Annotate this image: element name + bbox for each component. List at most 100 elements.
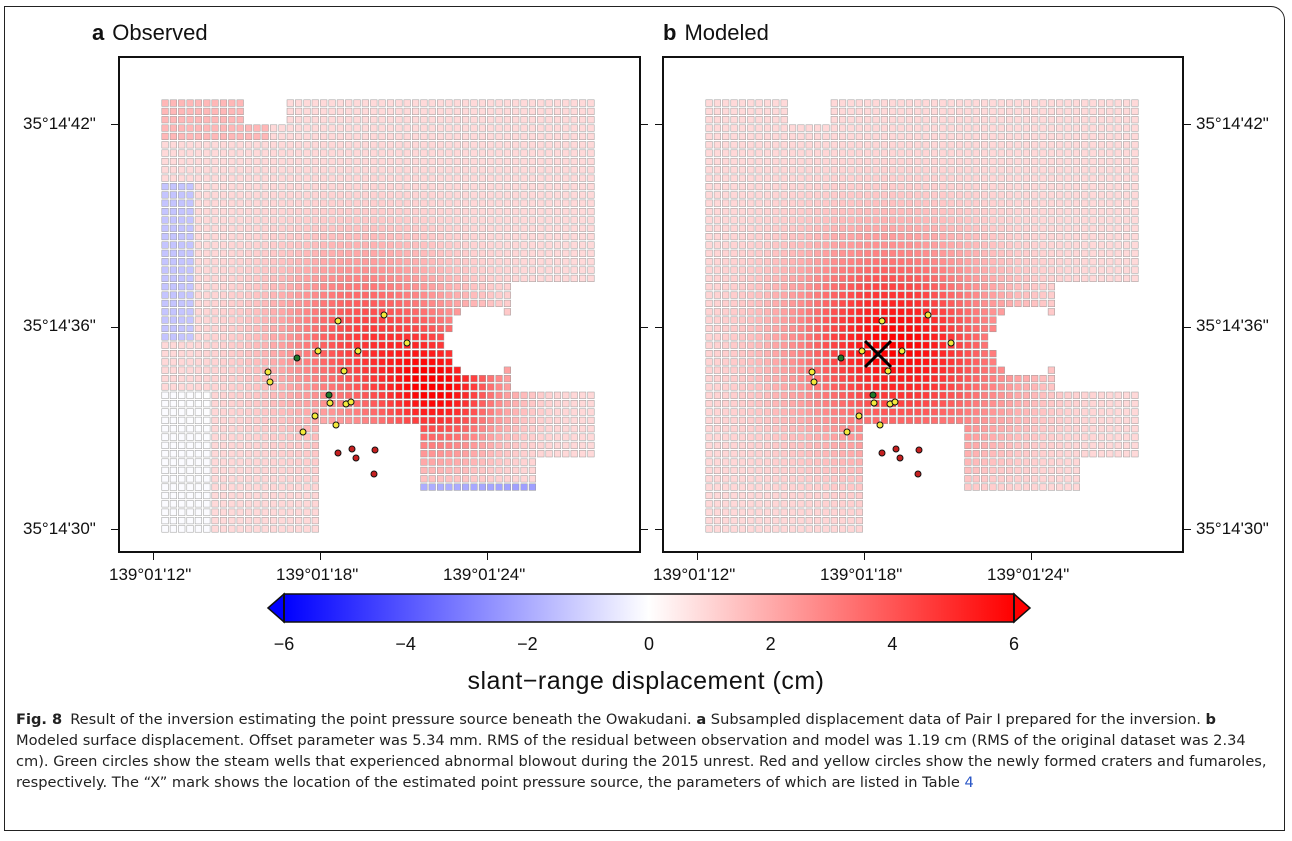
observed-pixel: [336, 375, 344, 383]
modeled-pixel: [705, 383, 713, 391]
observed-pixel: [194, 166, 202, 174]
observed-pixel: [245, 525, 253, 533]
modeled-pixel: [814, 400, 822, 408]
observed-pixel: [278, 425, 286, 433]
modeled-pixel: [1081, 441, 1089, 449]
observed-pixel: [161, 517, 169, 525]
modeled-pixel: [897, 199, 905, 207]
observed-pixel: [503, 441, 511, 449]
observed-pixel: [470, 107, 478, 115]
modeled-pixel: [956, 224, 964, 232]
modeled-pixel: [1123, 391, 1131, 399]
modeled-pixel: [922, 400, 930, 408]
observed-pixel: [386, 149, 395, 157]
observed-pixel: [587, 441, 595, 449]
observed-pixel: [236, 208, 244, 216]
modeled-pixel: [872, 333, 880, 341]
modeled-pixel: [1089, 233, 1097, 241]
observed-pixel: [236, 441, 244, 449]
observed-pixel: [194, 333, 202, 341]
modeled-pixel: [730, 141, 738, 149]
modeled-pixel: [1047, 141, 1055, 149]
modeled-pixel: [730, 383, 738, 391]
observed-pixel: [161, 258, 169, 266]
observed-pixel: [495, 475, 503, 483]
modeled-pixel: [1114, 450, 1122, 458]
modeled-pixel: [989, 324, 997, 333]
observed-pixel: [261, 291, 269, 299]
modeled-pixel: [997, 258, 1005, 266]
table-link[interactable]: 4: [964, 774, 974, 791]
observed-pixel: [428, 425, 436, 433]
observed-pixel: [437, 157, 445, 166]
observed-pixel: [169, 525, 177, 533]
modeled-pixel: [956, 258, 964, 266]
modeled-pixel: [922, 391, 930, 399]
modeled-pixel: [705, 491, 713, 500]
modeled-pixel: [730, 174, 738, 182]
modeled-pixel: [989, 141, 997, 149]
observed-pixel: [194, 341, 202, 349]
observed-pixel: [545, 400, 553, 408]
modeled-pixel: [897, 341, 905, 349]
modeled-pixel: [864, 216, 872, 224]
fumarole-marker: [858, 347, 866, 355]
observed-pixel: [345, 116, 353, 124]
modeled-pixel: [1123, 107, 1131, 115]
modeled-pixel: [713, 508, 721, 516]
modeled-pixel: [939, 191, 947, 199]
modeled-pixel: [956, 124, 964, 132]
observed-pixel: [537, 249, 545, 257]
fumarole-marker: [876, 421, 884, 429]
modeled-pixel: [839, 316, 847, 324]
modeled-pixel: [1039, 141, 1047, 149]
colorbar-tick-label: −2: [517, 634, 538, 654]
observed-pixel: [286, 157, 294, 166]
modeled-pixel: [822, 191, 830, 199]
observed-pixel: [420, 149, 428, 157]
observed-pixel: [161, 266, 169, 274]
modeled-pixel: [914, 391, 922, 399]
observed-pixel: [186, 500, 194, 508]
observed-pixel: [370, 366, 378, 374]
lat-label-right-1: 35°14'42": [1196, 114, 1269, 133]
observed-pixel: [286, 216, 294, 224]
modeled-pixel: [1097, 274, 1106, 282]
modeled-pixel: [922, 366, 930, 374]
observed-pixel: [487, 107, 495, 115]
modeled-pixel: [822, 291, 830, 299]
modeled-pixel: [805, 157, 813, 166]
modeled-pixel: [956, 149, 964, 157]
modeled-pixel: [722, 116, 730, 124]
modeled-pixel: [730, 199, 738, 207]
observed-pixel: [270, 241, 278, 249]
modeled-pixel: [763, 341, 772, 349]
observed-pixel: [353, 391, 361, 399]
modeled-pixel: [905, 116, 913, 124]
observed-pixel: [270, 508, 278, 516]
modeled-pixel: [805, 333, 813, 341]
observed-pixel: [437, 324, 445, 333]
observed-pixel: [445, 299, 453, 307]
observed-pixel: [412, 400, 420, 408]
observed-pixel: [470, 166, 478, 174]
observed-pixel: [328, 266, 336, 274]
modeled-pixel: [981, 316, 989, 324]
observed-pixel: [520, 483, 528, 491]
modeled-pixel: [814, 416, 822, 424]
observed-pixel: [311, 508, 319, 516]
observed-pixel: [311, 274, 319, 282]
observed-pixel: [528, 416, 536, 424]
observed-pixel: [470, 132, 478, 140]
modeled-pixel: [1022, 483, 1030, 491]
observed-pixel: [219, 517, 228, 525]
observed-pixel: [428, 475, 436, 483]
observed-pixel: [245, 441, 253, 449]
modeled-pixel: [1072, 441, 1080, 449]
observed-pixel: [236, 258, 244, 266]
modeled-pixel: [763, 124, 772, 132]
modeled-pixel: [1056, 266, 1064, 274]
modeled-pixel: [814, 224, 822, 232]
modeled-pixel: [1022, 249, 1030, 257]
observed-pixel: [428, 141, 436, 149]
